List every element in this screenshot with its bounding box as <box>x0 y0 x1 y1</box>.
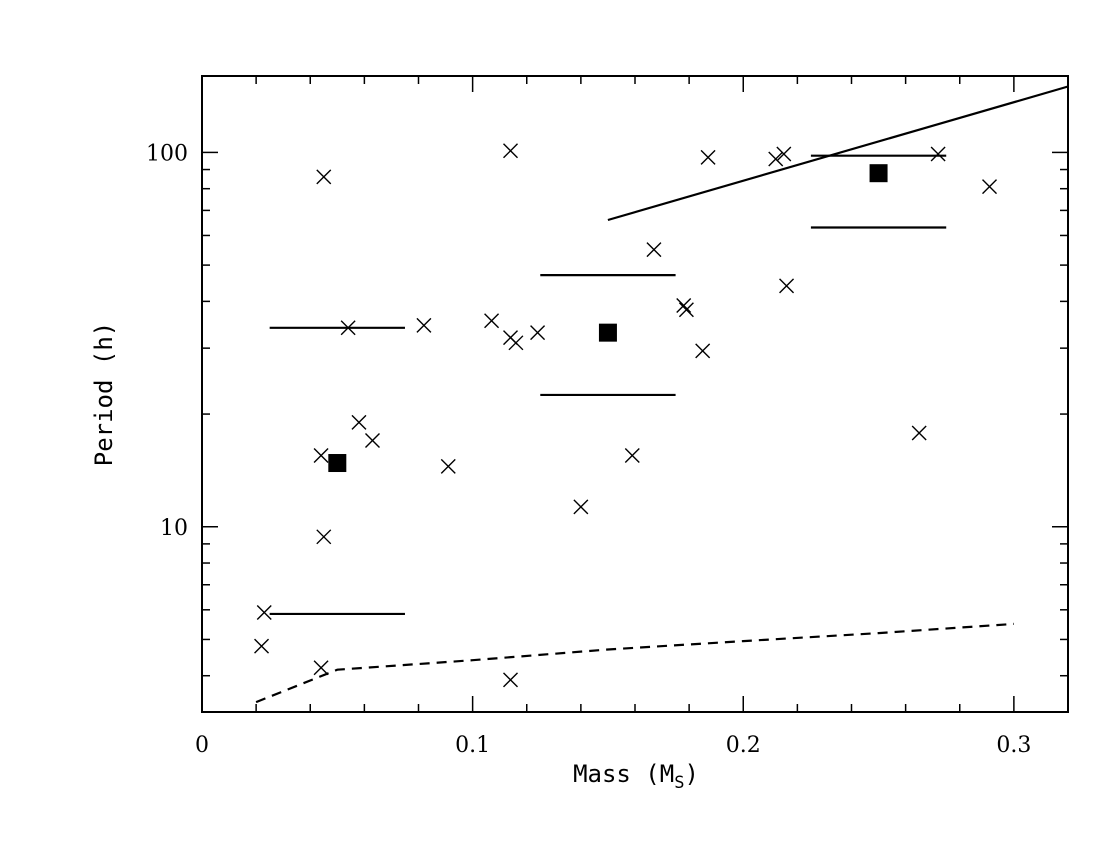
dashed-model-line <box>255 622 1014 704</box>
cross-point <box>508 335 524 351</box>
axis-ticks <box>201 76 1069 712</box>
cross-point <box>930 146 946 162</box>
cross-point <box>316 169 332 185</box>
cross-point <box>364 432 380 448</box>
cross-point <box>573 499 589 515</box>
model-lines <box>255 85 1069 704</box>
data-markers <box>254 143 998 688</box>
cross-point <box>646 242 662 258</box>
cross-point <box>678 302 694 318</box>
cross-point <box>340 320 356 336</box>
cross-point <box>440 458 456 474</box>
range-bars <box>269 154 947 616</box>
square-point <box>328 454 347 473</box>
x-tick-label: 0.2 <box>726 733 761 758</box>
cross-point <box>316 529 332 545</box>
cross-point <box>351 414 367 430</box>
y-tick-label: 100 <box>146 141 188 166</box>
cross-point <box>779 278 795 294</box>
cross-point <box>911 425 927 441</box>
cross-point <box>768 151 784 167</box>
solid-model-line <box>607 85 1069 222</box>
cross-point <box>254 638 270 654</box>
cross-point <box>313 660 329 676</box>
cross-point <box>676 297 692 313</box>
cross-point <box>484 313 500 329</box>
cross-point <box>503 143 519 159</box>
cross-point <box>313 448 329 464</box>
cross-point <box>624 448 640 464</box>
tick-labels: 0 0.1 0.2 0.3 10 100 <box>146 141 1031 758</box>
y-axis-title: Period (h) <box>90 322 118 467</box>
y-tick-label: 10 <box>160 516 188 541</box>
cross-point <box>530 325 546 341</box>
x-tick-label: 0.1 <box>455 733 490 758</box>
cross-point <box>776 146 792 162</box>
square-point <box>869 164 888 183</box>
cross-point <box>416 317 432 333</box>
cross-point <box>700 149 716 165</box>
cross-point <box>695 343 711 359</box>
x-tick-label: 0.3 <box>996 733 1031 758</box>
cross-point <box>503 672 519 688</box>
cross-point <box>256 605 272 621</box>
cross-point <box>982 179 998 195</box>
x-axis-title: Mass (MS) <box>573 760 699 793</box>
square-point <box>598 323 617 342</box>
x-tick-label: 0 <box>195 733 209 758</box>
